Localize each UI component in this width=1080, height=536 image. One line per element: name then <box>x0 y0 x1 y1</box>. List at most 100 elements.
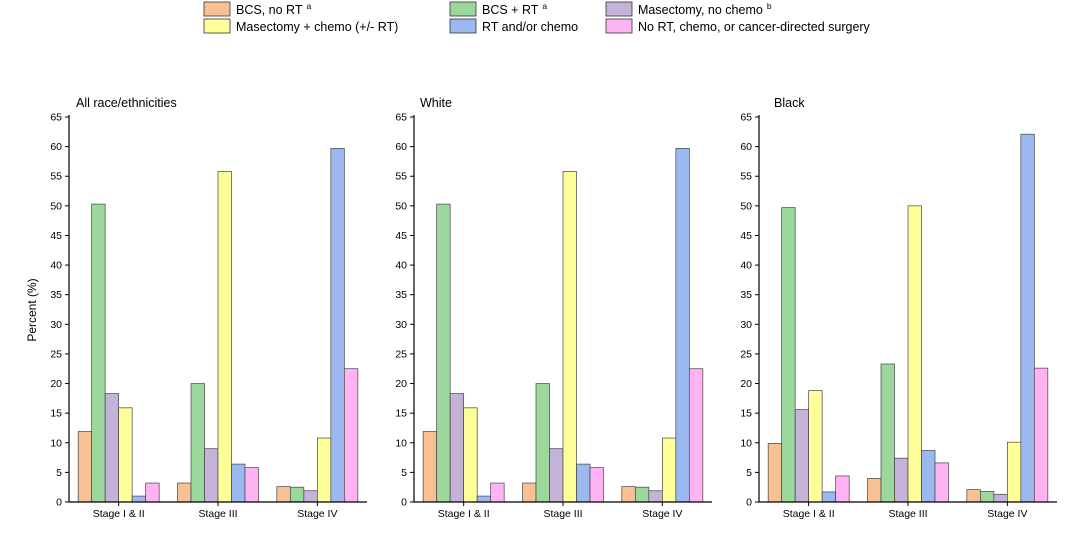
bar <box>576 463 591 503</box>
charts: All race/ethnicities05101520253035404550… <box>50 96 1057 520</box>
bar <box>880 363 895 503</box>
legend-label-text: BCS, no RT <box>236 3 303 17</box>
legend-swatch <box>203 1 231 17</box>
bar <box>343 368 359 503</box>
bar <box>821 491 837 503</box>
bar <box>934 462 949 503</box>
y-tick-label: 30 <box>395 319 407 331</box>
bar <box>303 490 318 503</box>
x-tick-label: Stage IV <box>297 508 337 520</box>
legend-item: Masectomy, no chemo b <box>605 1 772 17</box>
legend-label-text: Masectomy, no chemo <box>638 3 763 17</box>
bar <box>177 482 192 503</box>
bar <box>118 407 133 503</box>
y-tick-label: 45 <box>395 230 407 242</box>
legend-label: Masectomy, no chemo b <box>638 1 772 17</box>
bar <box>661 437 677 503</box>
legend: BCS, no RT a BCS + RT a Masectomy, no chemo b… <box>203 1 871 34</box>
y-tick-label: 25 <box>50 348 62 360</box>
bar <box>131 495 147 503</box>
legend-superscript: b <box>767 1 772 11</box>
y-tick-label: 30 <box>50 319 62 331</box>
x-tick-label: Stage I & II <box>93 508 145 520</box>
y-tick-label: 20 <box>50 378 62 390</box>
legend-label: RT and/or chemo <box>482 20 578 34</box>
chart-panel-2: White 0 5 10 15 20 25 30 35 40 45 50 55 60 65 Stage I &… <box>395 96 712 520</box>
legend-label-text: No RT, chemo, or cancer-directed surgery <box>638 20 871 34</box>
legend-item: BCS, no RT a <box>203 1 311 17</box>
y-tick-label: 30 <box>740 319 752 331</box>
y-tick-label: 40 <box>50 260 62 272</box>
bar <box>767 443 783 503</box>
y-tick-label: 65 <box>50 112 62 124</box>
chart-title: All race/ethnicities <box>76 96 177 110</box>
bar <box>1006 441 1022 503</box>
legend-label-text: Masectomy + chemo (+/- RT) <box>236 20 398 34</box>
bar <box>91 203 106 503</box>
y-tick-label: 55 <box>740 171 752 183</box>
bar <box>979 490 995 503</box>
y-tick-label: 5 <box>746 467 752 479</box>
x-tick-label: Stage III <box>888 508 927 520</box>
y-tick-label: 25 <box>395 348 407 360</box>
bar <box>522 482 537 503</box>
bar <box>648 490 663 503</box>
bar <box>316 437 332 503</box>
y-tick-label: 50 <box>50 200 62 212</box>
y-tick-label: 50 <box>395 200 407 212</box>
y-tick-label: 5 <box>56 467 62 479</box>
y-tick-label: 55 <box>50 171 62 183</box>
bar <box>634 486 650 503</box>
y-tick-label: 35 <box>395 289 407 301</box>
bar <box>562 171 577 503</box>
legend-label: BCS + RT a <box>482 1 547 17</box>
bar <box>589 467 604 503</box>
y-tick-label: 5 <box>401 467 407 479</box>
legend-label: Masectomy + chemo (+/- RT) <box>236 20 398 34</box>
legend-label-text: RT and/or chemo <box>482 20 578 34</box>
bar <box>422 431 438 503</box>
bar <box>794 409 810 503</box>
legend-label: No RT, chemo, or cancer-directed surgery <box>638 20 871 34</box>
y-tick-label: 0 <box>401 497 407 509</box>
bar <box>490 482 505 503</box>
legend-superscript: a <box>306 1 311 11</box>
bar <box>463 407 478 503</box>
bar <box>907 205 922 503</box>
y-tick-label: 40 <box>395 260 407 272</box>
legend-superscript: a <box>542 1 547 11</box>
y-tick-label: 20 <box>740 378 752 390</box>
bar <box>867 477 882 503</box>
bar <box>835 475 850 503</box>
y-tick-label: 20 <box>395 378 407 390</box>
bar <box>781 207 796 503</box>
bar <box>104 393 120 503</box>
bar <box>77 431 93 503</box>
y-axis-label: Percent (%) <box>25 278 39 341</box>
bar <box>244 467 259 503</box>
bar <box>231 463 246 503</box>
legend-swatch <box>203 18 231 34</box>
y-tick-label: 40 <box>740 260 752 272</box>
legend-swatch <box>449 18 477 34</box>
y-tick-label: 15 <box>50 408 62 420</box>
y-tick-label: 0 <box>746 497 752 509</box>
y-tick-label: 45 <box>740 230 752 242</box>
x-tick-label: Stage III <box>543 508 582 520</box>
y-tick-label: 10 <box>740 437 752 449</box>
bar <box>145 482 160 503</box>
x-tick-label: Stage IV <box>642 508 682 520</box>
legend-label-text: BCS + RT <box>482 3 539 17</box>
legend-item: Masectomy + chemo (+/- RT) <box>203 18 398 34</box>
bar <box>549 448 564 503</box>
y-tick-label: 60 <box>740 141 752 153</box>
bar <box>1020 133 1035 503</box>
legend-swatch <box>605 18 633 34</box>
legend-swatch <box>449 1 477 17</box>
y-tick-label: 50 <box>740 200 752 212</box>
y-tick-label: 35 <box>740 289 752 301</box>
bar <box>204 448 219 503</box>
y-tick-label: 35 <box>50 289 62 301</box>
